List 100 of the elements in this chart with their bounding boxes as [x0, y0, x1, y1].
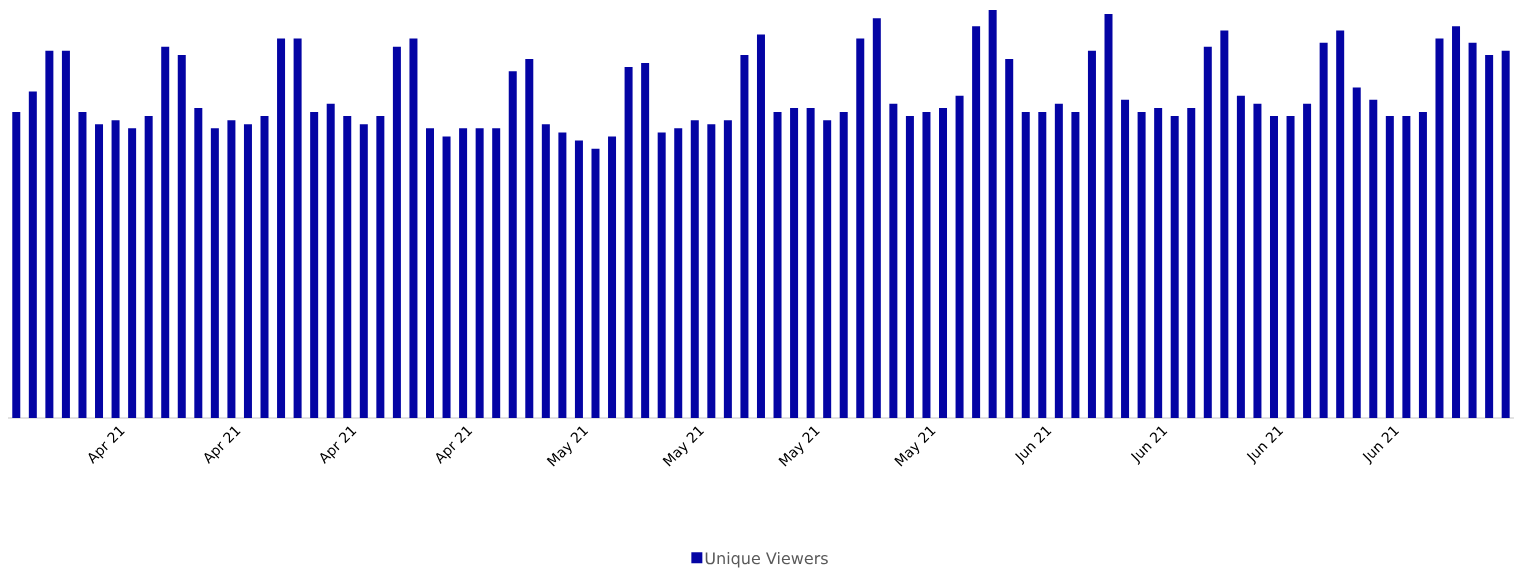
bar	[806, 107, 815, 418]
bar	[194, 107, 203, 418]
bar	[243, 124, 252, 418]
bar	[608, 136, 617, 418]
bar	[1054, 103, 1063, 418]
bar	[839, 112, 848, 418]
bar	[376, 116, 385, 418]
bar	[889, 103, 898, 418]
bar	[657, 132, 666, 418]
bar	[1187, 107, 1196, 418]
bar	[1336, 30, 1345, 418]
bar	[78, 112, 87, 418]
bar	[707, 124, 716, 418]
bar	[574, 140, 583, 418]
bar	[177, 54, 186, 418]
bar	[541, 124, 550, 418]
bar	[723, 120, 732, 418]
bar	[61, 50, 70, 418]
bar	[955, 95, 964, 418]
x-tick-label: Jun 21	[1015, 426, 1052, 465]
bar	[426, 128, 434, 418]
bar	[144, 116, 153, 418]
x-tick-label: Jun 21	[1130, 426, 1168, 465]
bar	[28, 91, 37, 418]
bar	[442, 136, 451, 418]
bar	[1352, 87, 1361, 418]
bar	[1319, 42, 1328, 418]
bar	[277, 38, 286, 418]
bar	[1253, 103, 1262, 418]
bar	[343, 116, 352, 418]
bar	[641, 63, 650, 418]
bar	[690, 120, 699, 418]
bar	[773, 112, 782, 418]
bar	[293, 38, 302, 418]
bar	[674, 128, 683, 418]
bar	[1071, 112, 1080, 418]
bar	[1369, 99, 1378, 418]
bar	[1236, 95, 1245, 418]
x-tick-label: Jun 21	[1362, 426, 1400, 465]
bar	[905, 116, 914, 418]
bar	[260, 116, 269, 418]
bar	[1005, 58, 1014, 418]
bar	[1220, 30, 1229, 418]
bar	[756, 34, 765, 418]
x-tick-label: Apr 21	[320, 426, 357, 465]
bar	[508, 71, 517, 418]
bar	[12, 112, 21, 418]
bar	[128, 128, 137, 418]
bar	[790, 107, 799, 418]
bar	[1104, 14, 1113, 418]
bar	[359, 124, 368, 418]
bar	[988, 10, 997, 418]
bar	[161, 46, 170, 418]
bar	[1485, 54, 1494, 418]
bar	[922, 112, 931, 418]
bar	[1137, 112, 1146, 418]
bar	[227, 120, 236, 418]
bar	[492, 128, 501, 418]
bar	[1021, 112, 1030, 418]
x-tick-label: Apr 21	[436, 426, 473, 465]
bar	[1203, 46, 1212, 418]
bar	[740, 54, 749, 418]
x-tick-label: Jun 21	[1246, 426, 1284, 465]
bar	[1435, 38, 1444, 418]
bar	[95, 124, 104, 418]
bar	[1121, 99, 1130, 418]
bar	[624, 67, 633, 418]
bar	[475, 128, 484, 418]
bar	[1303, 103, 1312, 418]
bar	[1385, 116, 1394, 418]
bar	[111, 120, 120, 418]
bar	[326, 103, 335, 418]
bar	[558, 132, 567, 418]
bar	[1038, 112, 1047, 418]
bar	[1418, 112, 1427, 418]
bar	[823, 120, 832, 418]
bar	[210, 128, 219, 418]
bar	[1170, 116, 1179, 418]
x-tick-label: Apr 21	[88, 426, 125, 465]
bar	[459, 128, 468, 418]
bar	[45, 50, 54, 418]
bar	[1468, 42, 1477, 418]
bar	[1452, 26, 1461, 418]
x-tick-label: Apr 21	[204, 426, 241, 465]
bar	[409, 38, 418, 418]
bar	[392, 46, 401, 418]
bar	[525, 58, 534, 418]
bar	[1087, 50, 1096, 418]
bar	[939, 107, 948, 418]
bar	[1501, 50, 1510, 418]
bar	[856, 38, 865, 418]
bar	[1402, 116, 1411, 418]
legend-label: Unique Viewers	[705, 551, 828, 568]
bar	[1154, 107, 1163, 418]
bar	[872, 18, 881, 418]
bar	[310, 112, 319, 418]
bar	[591, 148, 600, 418]
bar	[972, 26, 981, 418]
bar	[1269, 116, 1278, 418]
bar	[1286, 116, 1295, 418]
